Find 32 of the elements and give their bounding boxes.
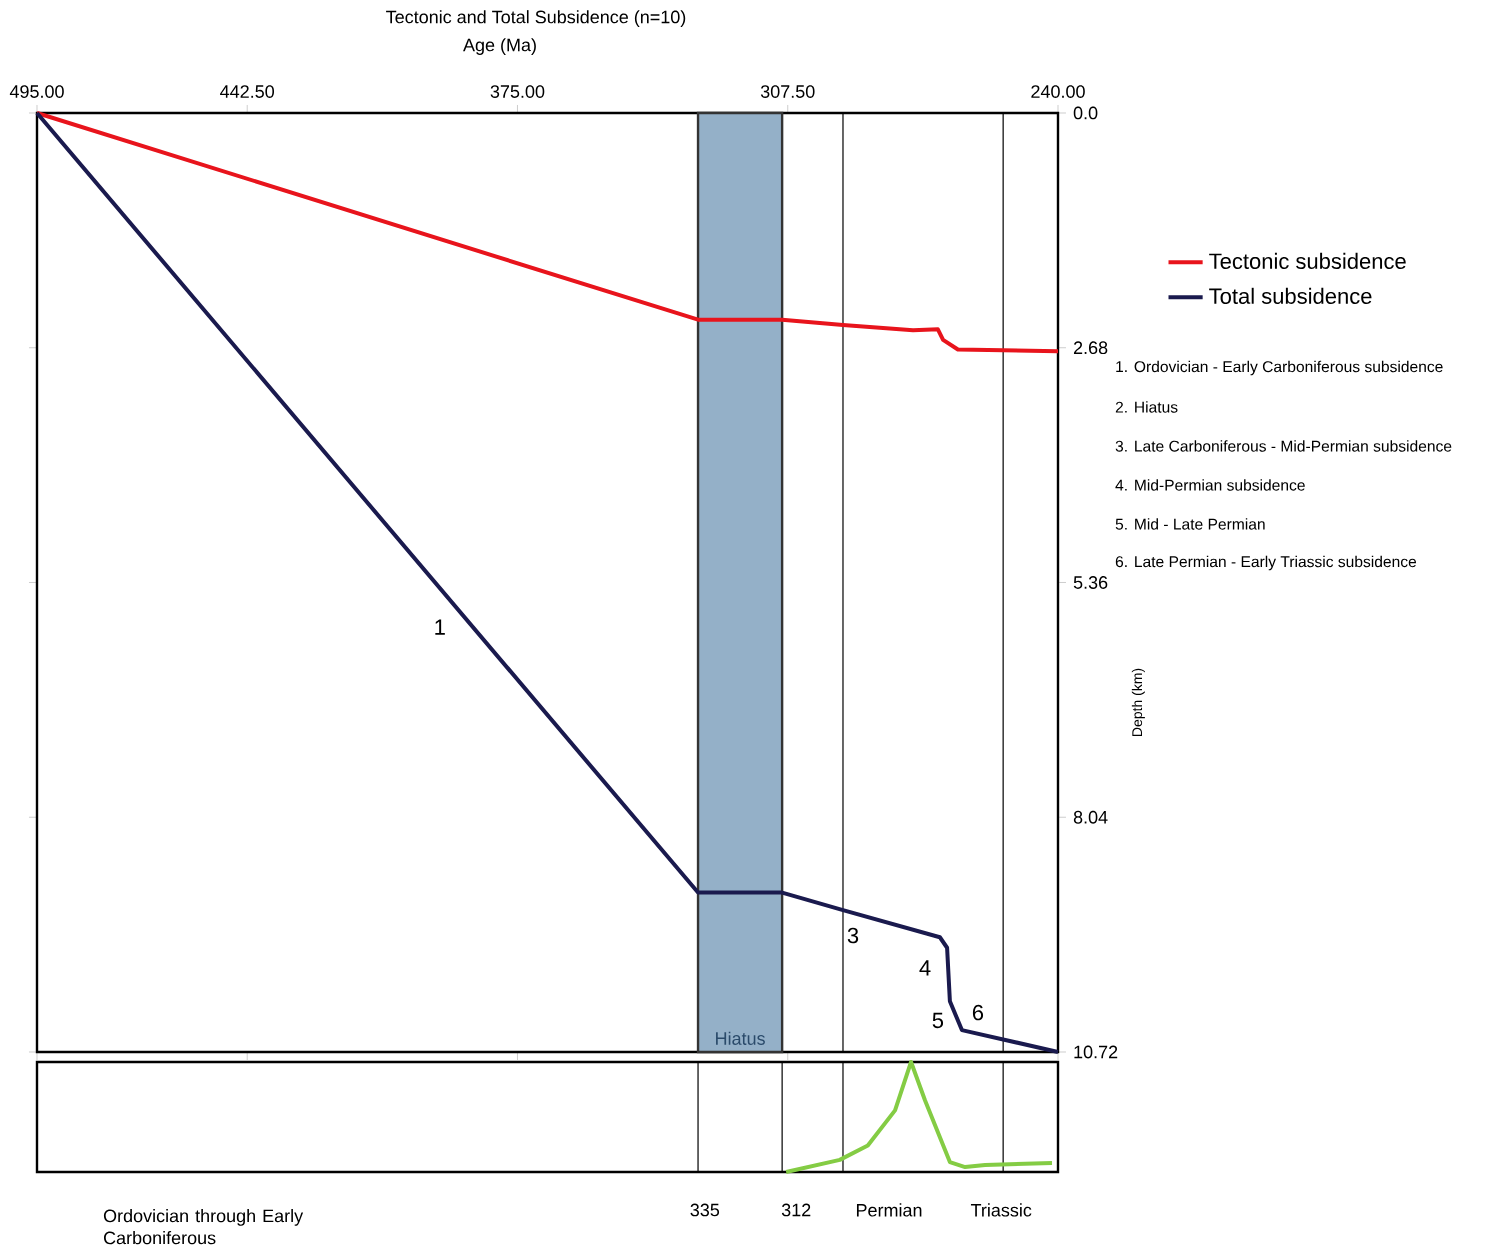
y-tick-label: 0.0 — [1073, 106, 1098, 120]
text: Triassic — [970, 1203, 1032, 1217]
x-axis-title: Age (Ma) — [463, 38, 536, 55]
annotation: 3 — [847, 927, 859, 944]
x-tick-label: 307.50 — [760, 85, 815, 98]
annotation: 4 — [919, 960, 931, 976]
x-tick-label: 442.50 — [220, 85, 275, 98]
chart-title: Tectonic and Total Subsidence (n=10) — [386, 10, 686, 27]
y-tick-label: 5.36 — [1073, 576, 1108, 589]
text: 5. Mid - Late Permian — [1115, 518, 1265, 530]
legend-label: Tectonic subsidence — [1209, 252, 1406, 270]
x-tick-label: 240.00 — [1031, 85, 1085, 98]
text: 6. Late Permian - Early Triassic subsidence — [1115, 555, 1417, 571]
annotation: 6 — [972, 1004, 984, 1021]
text: 2. Hiatus — [1115, 401, 1178, 413]
text: 3. Late Carboniferous - Mid-Permian subsidence — [1115, 440, 1452, 452]
annotation: 5 — [932, 1012, 944, 1029]
y-tick-label: 2.68 — [1073, 341, 1108, 355]
annotation: 1 — [435, 619, 445, 635]
y-tick-label: 10.72 — [1074, 1045, 1118, 1059]
y-tick-label: 8.04 — [1073, 810, 1108, 824]
x-tick-label: 375.00 — [490, 85, 545, 98]
text: 4. Mid-Permian subsidence — [1115, 479, 1305, 491]
y-axis-title: Depth (km) — [1131, 668, 1145, 736]
text: Ordovician through Early Carboniferous — [103, 1209, 304, 1245]
band-label: Hiatus — [716, 1031, 765, 1045]
text: 1. Ordovician - Early Carboniferous subsidence — [1116, 360, 1443, 376]
legend-label: Total subsidence — [1209, 287, 1372, 304]
x-tick-label: 495.00 — [9, 85, 64, 98]
text: 312 — [781, 1203, 811, 1217]
text: Permian — [856, 1203, 922, 1217]
text: 335 — [690, 1203, 720, 1217]
